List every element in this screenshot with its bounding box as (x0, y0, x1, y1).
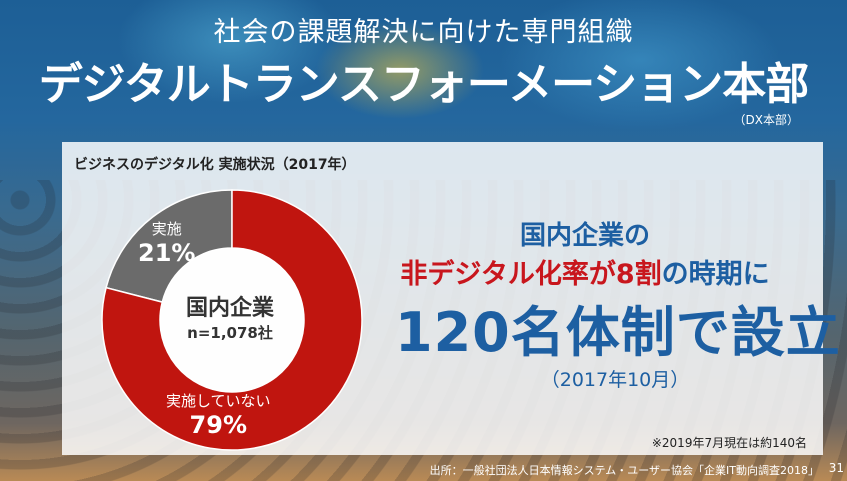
message-line-2: 非デジタル化率が8割の時期に (395, 252, 775, 291)
header-abbreviation: （DX本部） (733, 113, 799, 127)
header-title: デジタルトランスフォーメーション本部 (38, 59, 810, 110)
donut-center-sample-size: n=1,078社 (187, 324, 273, 342)
message-headline: 120名体制で設立 (395, 301, 841, 364)
message-line-2-tail: の時期に (661, 259, 770, 290)
slice-label-implemented: 実施 21% (138, 218, 195, 267)
source-citation: 出所：一般社団法人日本情報システム・ユーザー協会「企業IT動向調査2018」 (429, 464, 819, 477)
donut-hole (160, 248, 304, 392)
donut-center-title: 国内企業 (185, 296, 274, 321)
header-subtitle: 社会の課題解決に向けた専門組織 (213, 17, 634, 48)
message-date: （2017年10月） (540, 369, 690, 391)
message-line-1: 国内企業の (519, 221, 650, 251)
footnote: ※2019年7月現在は約140名 (651, 436, 807, 450)
page-number: 31 (828, 461, 844, 475)
chart-title: ビジネスのデジタル化 実施状況（2017年） (74, 157, 356, 173)
donut-chart (101, 189, 363, 451)
message-highlight: 非デジタル化率が8割 (400, 259, 662, 290)
slice-category-not-implemented: 実施していない (166, 392, 271, 410)
slice-label-not-implemented: 実施していない 79% (166, 390, 271, 439)
slice-value-implemented: 21% (138, 239, 196, 267)
slice-category-implemented: 実施 (151, 220, 182, 238)
slice-value-not-implemented: 79% (189, 411, 247, 439)
